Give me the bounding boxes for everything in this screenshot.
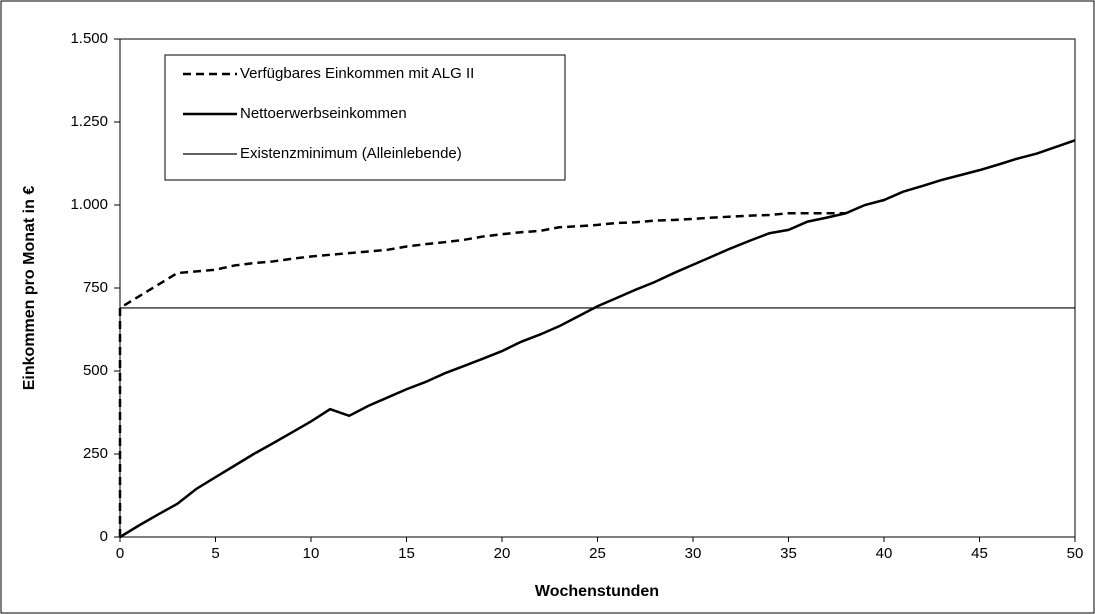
x-tick-label: 0	[116, 545, 124, 562]
y-tick-label: 250	[83, 445, 108, 462]
legend-label: Verfügbares Einkommen mit ALG II	[240, 65, 474, 82]
y-tick-label: 1.250	[70, 113, 108, 130]
series-line	[119, 139, 1076, 539]
x-tick-label: 30	[685, 545, 702, 562]
legend-label: Nettoerwerbseinkommen	[240, 105, 407, 122]
x-tick-label: 25	[589, 545, 606, 562]
x-tick-label: 40	[876, 545, 893, 562]
x-axis-label: Wochenstunden	[535, 583, 659, 600]
legend-label: Existenzminimum (Alleinlebende)	[240, 145, 462, 162]
legend-box	[164, 54, 566, 181]
x-tick-label: 15	[398, 545, 415, 562]
x-tick-label: 10	[303, 545, 320, 562]
x-tick-label: 50	[1067, 545, 1084, 562]
y-tick-label: 750	[83, 279, 108, 296]
y-tick-label: 500	[83, 362, 108, 379]
y-axis-label: Einkommen pro Monat in €	[21, 186, 38, 391]
series-line	[118, 212, 846, 537]
y-tick-label: 1.500	[70, 30, 108, 47]
x-tick-label: 5	[211, 545, 219, 562]
x-tick-label: 45	[971, 545, 988, 562]
x-tick-label: 35	[780, 545, 797, 562]
y-tick-label: 0	[100, 528, 108, 545]
y-tick-label: 1.000	[70, 196, 108, 213]
plot-area	[119, 38, 1076, 538]
x-tick-label: 20	[494, 545, 511, 562]
